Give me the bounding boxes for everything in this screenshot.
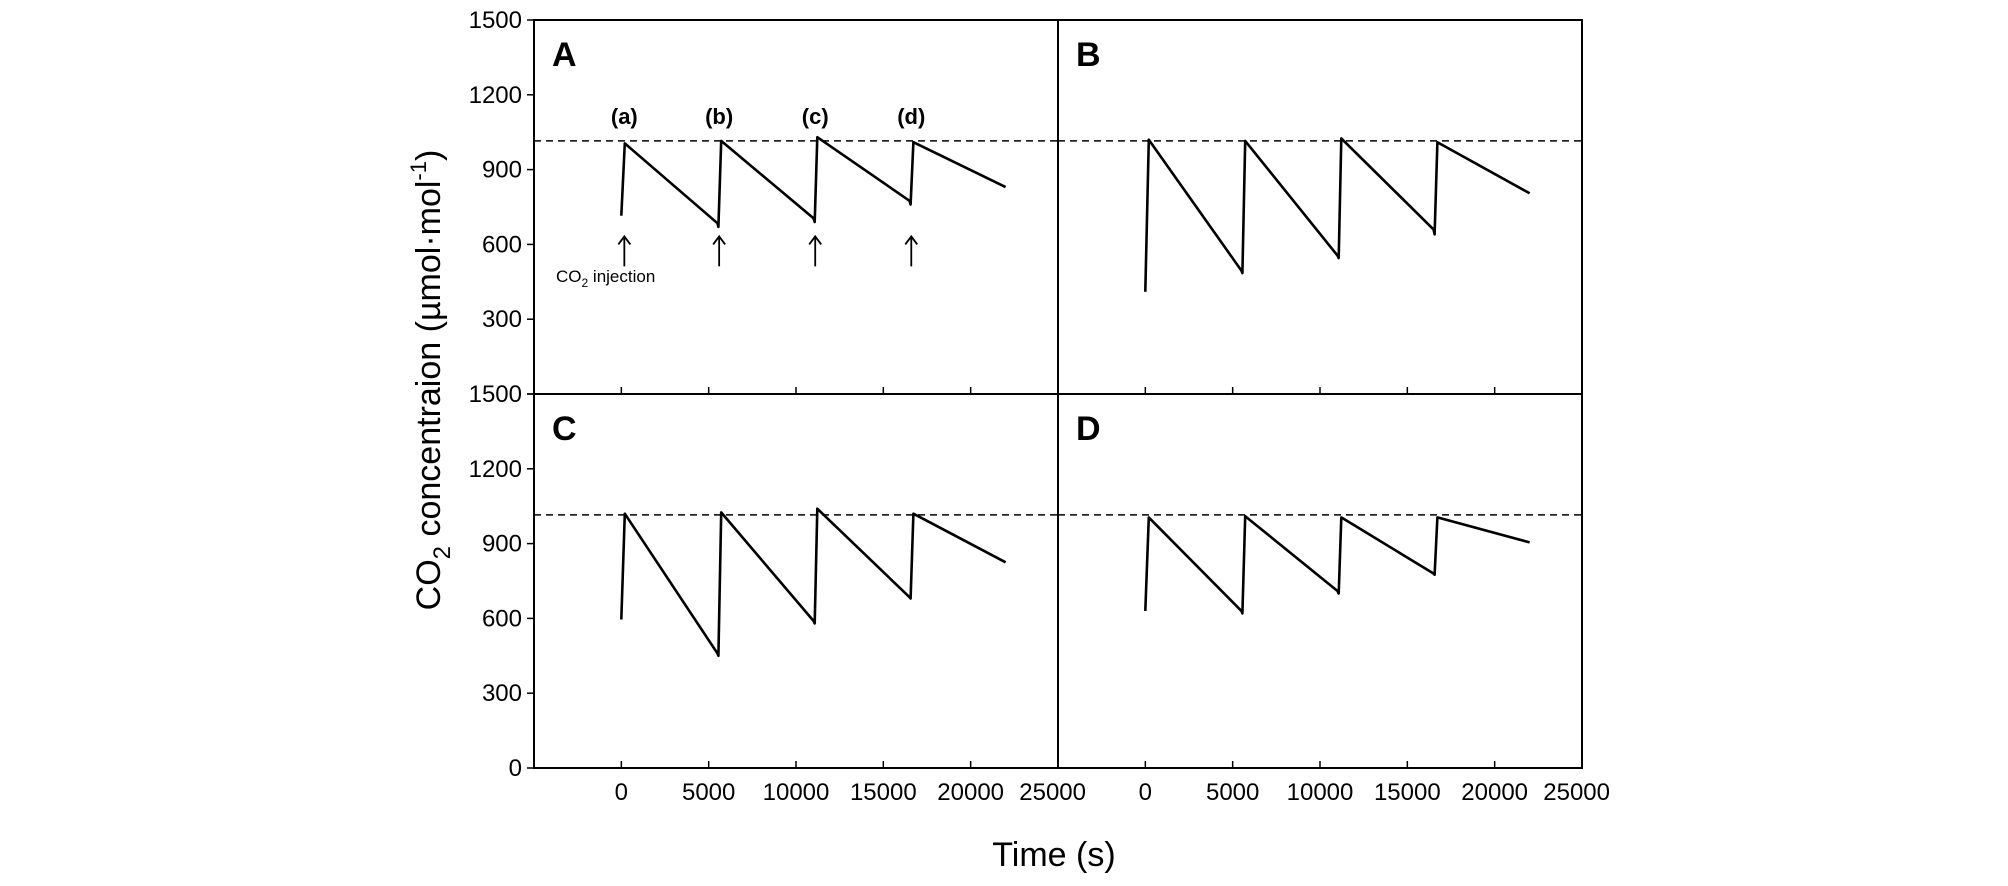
y-tick-label: 900 [482, 531, 522, 558]
x-tick-label: 10000 [1287, 779, 1354, 806]
panel-b: B [1057, 19, 1583, 395]
panel-letter: B [1076, 36, 1101, 74]
injection-arrow-icon [808, 234, 822, 267]
x-tick-label: 15000 [1374, 779, 1441, 806]
injection-label: (d) [897, 104, 925, 129]
y-tick-label: 900 [482, 157, 522, 184]
panel-letter: A [552, 36, 577, 74]
panel-letter: C [552, 410, 577, 448]
y-tick-label: 0 [509, 755, 522, 782]
x-tick-label: 20000 [1461, 779, 1528, 806]
x-tick-label: 0 [615, 779, 628, 806]
injection-label: (a) [611, 104, 638, 129]
panel-letter: D [1076, 410, 1101, 448]
injection-arrow-icon [712, 234, 726, 267]
x-tick-label: 25000 [1543, 779, 1610, 806]
injection-arrow-icon [904, 234, 918, 267]
panel-a: 300 600 900 1200 1500 A (a) (b) (c) (d) [469, 7, 1059, 395]
x-tick-label: 5000 [1206, 779, 1259, 806]
injection-label: (b) [705, 104, 733, 129]
y-tick-label: 1200 [469, 456, 522, 483]
x-tick-label: 15000 [850, 779, 917, 806]
x-tick-label: 5000 [682, 779, 735, 806]
series-line [620, 135, 1007, 229]
x-axis-label: Time (s) [992, 836, 1115, 874]
series-line [1144, 137, 1531, 292]
panel-frame [533, 393, 1059, 769]
panel-d: 0 5000 10000 15000 20000 25000 D [1057, 393, 1610, 806]
x-tick-label: 25000 [1019, 779, 1086, 806]
co2-injection-note: CO2 injection [556, 267, 655, 290]
panel-frame [1057, 19, 1583, 395]
x-tick-label: 0 [1139, 779, 1152, 806]
y-tick-label: 1500 [469, 7, 522, 34]
panel-frame [533, 19, 1059, 395]
y-tick-label: 600 [482, 231, 522, 258]
injection-arrow-icon [617, 234, 632, 267]
y-axis-label: CO2 concentraion (µmol·mol-1) [406, 150, 456, 611]
series-line [1144, 514, 1530, 615]
series-line [620, 507, 1007, 658]
x-tick-label: 10000 [763, 779, 830, 806]
y-tick-label: 600 [482, 605, 522, 632]
y-tick-label: 1500 [469, 381, 522, 408]
injection-label: (c) [802, 104, 829, 129]
panel-frame [1057, 393, 1583, 769]
plot-layer: 300 600 900 1200 1500 A (a) (b) (c) (d) B 0 300 600 90… [469, 7, 1610, 806]
y-tick-label: 1200 [469, 82, 522, 109]
x-tick-label: 20000 [937, 779, 1004, 806]
y-tick-label: 300 [482, 306, 522, 333]
y-tick-label: 300 [482, 680, 522, 707]
